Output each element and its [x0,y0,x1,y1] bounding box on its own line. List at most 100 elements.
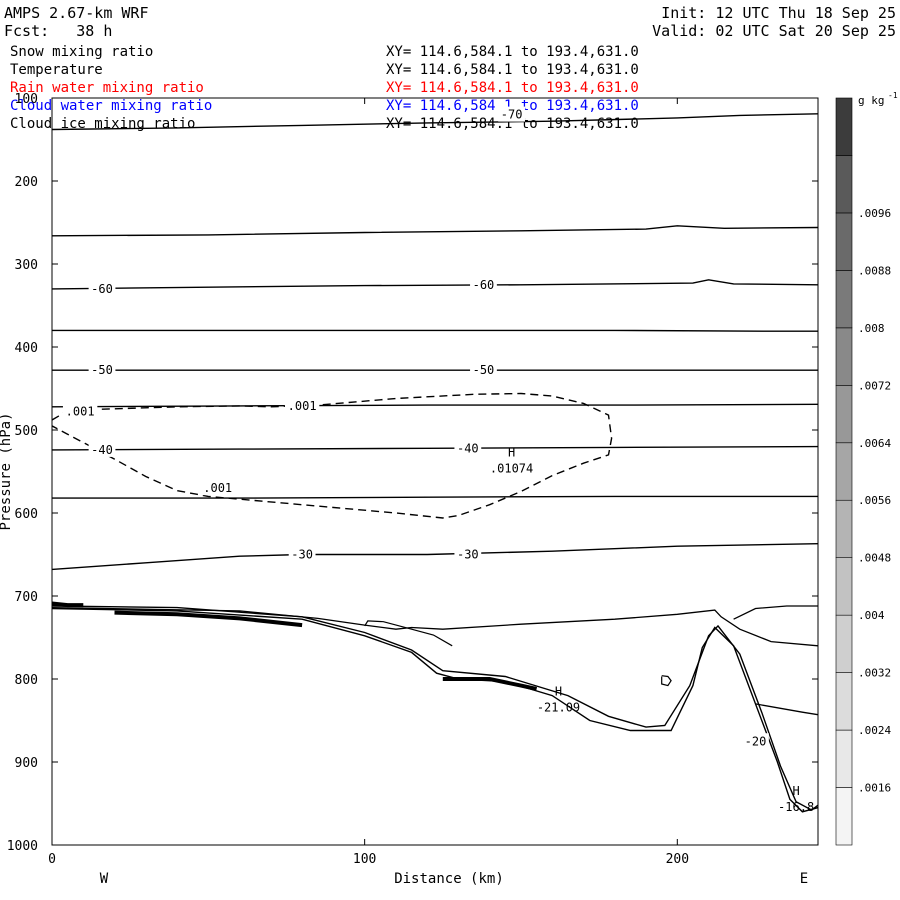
colorbar-unit: g kg [858,94,885,107]
fcst-label: Fcst: [4,22,50,40]
init-time: Init: 12 UTC Thu 18 Sep 25 [661,4,896,22]
high-value-2: -16.8 [778,800,814,814]
field-name-temperature: Temperature [10,62,103,78]
field-name-cloud-ice: Cloud ice mixing ratio [10,116,196,132]
colorbar-label-0: .0016 [858,782,891,795]
temperature-label-6: -40 [457,441,479,455]
colorbar-box-1 [835,729,853,788]
terrain-right-contour [755,703,818,716]
west-label: W [100,871,109,887]
colorbar-label-1: .0024 [858,724,891,737]
field-xy-temperature: XY= 114.6,584.1 to 193.4,631.0 [386,62,639,78]
y-tick-label-400: 400 [15,341,38,356]
ice-label-1-bg [284,397,320,413]
contour-layer [52,113,818,813]
y-tick-label-1000: 1000 [7,839,38,854]
temperature-label-3: -50 [91,363,113,377]
x-tick-label-0: 0 [48,852,56,867]
temperature-label-5-bg [88,441,116,457]
temperature-contour-1 [52,225,818,237]
field-xy-rain: XY= 114.6,584.1 to 193.4,631.0 [386,80,639,96]
temperature-contour-8 [52,543,818,571]
field-name-cloud-water: Cloud water mixing ratio [10,98,213,114]
high-value-0: .01074 [490,462,533,476]
ice-label-1: .001 [288,399,317,413]
temperature-label-7-bg [288,546,316,562]
cloud-ice-contour [52,392,613,519]
colorbar-box-11 [835,155,853,214]
plot-frame [51,97,819,846]
temperature-label-6-bg [454,440,482,456]
x-axis-title: Distance (km) [394,871,504,887]
ice-label-0: .001 [66,405,95,419]
field-name-snow: Snow mixing ratio [10,44,154,60]
snow-band-1 [114,610,303,628]
colorbar-box-12 [835,97,853,156]
colorbar-unit-exponent: -1 [888,91,898,100]
x-tick-label-100: 100 [353,852,376,867]
temperature-contour-3 [52,329,818,332]
x-tick-label-200: 200 [666,852,689,867]
colorbar-label-4: .0048 [858,552,891,565]
field-name-rain: Rain water mixing ratio [10,80,204,96]
temperature-label-9: -20 [745,734,767,748]
temperature-contour-7 [52,495,818,499]
valid-time: Valid: 02 UTC Sat 20 Sep 25 [652,22,896,40]
near-surface-contour [52,606,818,647]
ice-label-2: .001 [203,481,232,495]
colorbar-label-10: .0096 [858,207,891,220]
east-label: E [800,871,808,887]
snow-band-0 [52,601,84,608]
y-axis-title: Pressure (hPa) [0,412,14,530]
y-tick-label-700: 700 [15,590,38,605]
temperature-label-3-bg [88,362,116,378]
field-xy-cloud-water: XY= 114.6,584.1 to 193.4,631.0 [386,98,639,114]
temperature-label-2-bg [470,276,497,292]
temperature-label-7: -30 [291,548,313,562]
model-title: AMPS 2.67-km WRF [4,4,149,22]
colorbar-label-5: .0056 [858,494,891,507]
colorbar-box-4 [835,557,853,616]
colorbar-label-3: .004 [858,609,885,622]
colorbar-box-3 [835,614,853,673]
y-tick-label-600: 600 [15,507,38,522]
temperature-label-1-bg [88,280,116,296]
pocket-contour [364,620,453,647]
temperature-contour-5 [52,403,818,408]
colorbar-box-10 [835,212,853,271]
high-marker-1: H [555,685,562,699]
temperature-label-2: -60 [473,278,495,292]
colorbar-box-0 [835,787,853,846]
colorbar-box-6 [835,442,853,501]
field-xy-snow: XY= 114.6,584.1 to 193.4,631.0 [386,44,639,60]
colorbar: .0016 .0024 .0032 .004 .0048 .0056 .0064 .0072.… [835,91,898,846]
colorbar-label-8: .008 [858,322,885,335]
fcst-value: 38 h [76,22,113,40]
y-tick-label-300: 300 [15,258,38,273]
colorbar-box-8 [835,327,853,386]
y-tick-label-200: 200 [15,175,38,190]
y-tick-label-800: 800 [15,673,38,688]
temperature-label-5: -40 [91,443,113,457]
colorbar-label-9: .0088 [858,264,891,277]
snow-band-2 [442,677,538,691]
terrain-line-0 [52,607,818,813]
colorbar-label-6: .0064 [858,437,891,450]
colorbar-box-5 [835,499,853,558]
high-value-1: -21.09 [537,701,580,715]
temperature-label-8-bg [454,546,482,562]
ice-label-2-bg [200,480,235,496]
y-tick-label-900: 900 [15,756,38,771]
colorbar-box-2 [835,672,853,731]
high-marker-2: H [792,784,799,798]
contour-labels-layer: -70-60 -60-50 -50-40 -40-30 -30-20.001.001.0… [62,106,814,814]
temperature-label-9-bg [742,733,769,749]
terrain-line-1 [52,605,818,811]
temperature-label-4-bg [470,362,497,378]
temperature-contour-6 [52,445,818,451]
colorbar-label-2: .0032 [858,667,891,680]
high-marker-0: H [508,446,515,460]
temperature-label-8: -30 [457,548,479,562]
